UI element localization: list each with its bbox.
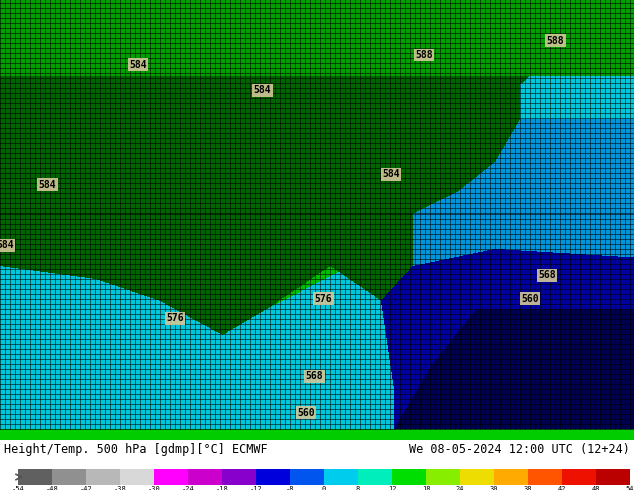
Bar [528, 469, 562, 485]
Text: -42: -42 [80, 486, 93, 490]
Text: 48: 48 [592, 486, 600, 490]
Text: 584: 584 [382, 169, 400, 179]
Text: 54: 54 [626, 486, 634, 490]
Text: -18: -18 [216, 486, 228, 490]
Bar [562, 469, 596, 485]
Text: 8: 8 [356, 486, 360, 490]
Bar [392, 469, 426, 485]
Bar [460, 469, 494, 485]
Text: -48: -48 [46, 486, 58, 490]
Bar [154, 469, 188, 485]
Bar [494, 469, 528, 485]
Text: 0: 0 [322, 486, 326, 490]
Bar [0, 440, 634, 490]
Bar [222, 469, 256, 485]
Bar [358, 469, 392, 485]
Text: 584: 584 [39, 180, 56, 190]
Bar [596, 469, 630, 485]
Bar [426, 469, 460, 485]
Bar [86, 469, 120, 485]
Bar [0, 430, 634, 440]
Text: 576: 576 [314, 294, 332, 304]
Text: -30: -30 [148, 486, 160, 490]
Text: We 08-05-2024 12:00 UTC (12+24): We 08-05-2024 12:00 UTC (12+24) [409, 443, 630, 456]
Text: 560: 560 [521, 294, 539, 304]
Text: 588: 588 [415, 50, 433, 60]
Text: 38: 38 [524, 486, 533, 490]
Text: 568: 568 [306, 371, 323, 381]
Text: 576: 576 [166, 313, 184, 323]
Bar [290, 469, 324, 485]
Text: 568: 568 [538, 270, 556, 280]
Text: 560: 560 [297, 408, 315, 418]
Text: 588: 588 [547, 36, 564, 46]
Text: 584: 584 [254, 85, 271, 95]
Text: -54: -54 [11, 486, 24, 490]
Bar [120, 469, 154, 485]
Bar [188, 469, 222, 485]
Text: 584: 584 [0, 240, 14, 250]
Text: Height/Temp. 500 hPa [gdmp][°C] ECMWF: Height/Temp. 500 hPa [gdmp][°C] ECMWF [4, 443, 268, 456]
Bar [324, 469, 358, 485]
Text: 42: 42 [558, 486, 566, 490]
Text: -12: -12 [250, 486, 262, 490]
Text: 12: 12 [388, 486, 396, 490]
Text: -8: -8 [286, 486, 294, 490]
Bar [18, 469, 52, 485]
Bar [256, 469, 290, 485]
Bar [52, 469, 86, 485]
Text: 24: 24 [456, 486, 464, 490]
Text: -24: -24 [181, 486, 195, 490]
Text: 30: 30 [489, 486, 498, 490]
Text: 584: 584 [129, 59, 147, 70]
Text: 18: 18 [422, 486, 430, 490]
Text: -38: -38 [113, 486, 126, 490]
